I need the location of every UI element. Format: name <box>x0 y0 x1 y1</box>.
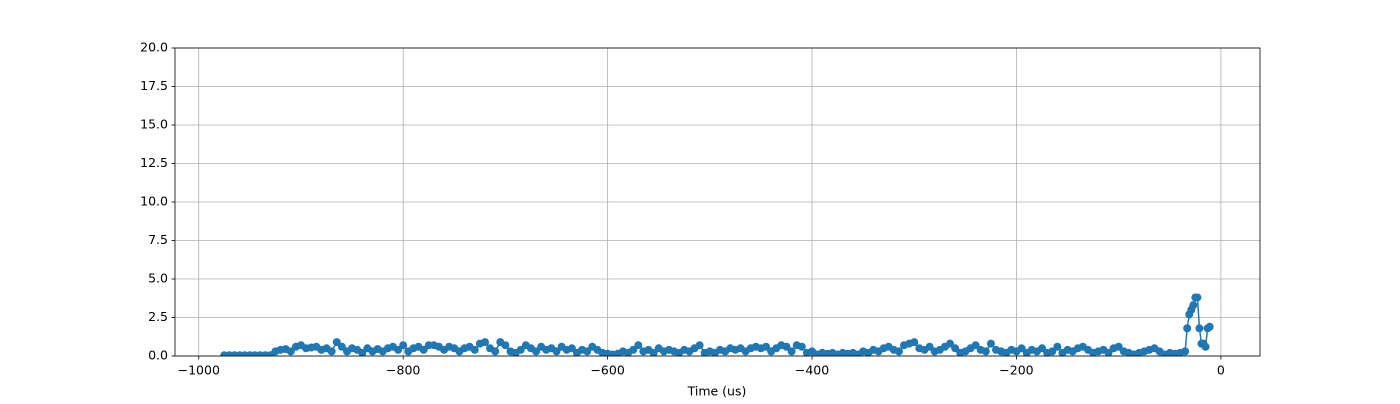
y-tick-label: 20.0 <box>140 40 168 55</box>
data-point <box>1114 342 1123 351</box>
data-point <box>567 344 576 353</box>
data-point <box>951 344 960 353</box>
data-point <box>894 347 903 356</box>
y-tick-label: 12.5 <box>140 155 168 170</box>
data-point <box>1048 347 1057 356</box>
data-point <box>480 338 489 347</box>
data-point <box>399 341 408 350</box>
data-point <box>491 347 500 356</box>
x-axis-label: Time (us) <box>687 384 747 399</box>
x-tick-label: −400 <box>795 363 829 378</box>
data-point <box>583 347 592 356</box>
data-point <box>971 341 980 350</box>
y-tick-label: 2.5 <box>148 309 168 324</box>
y-tick-label: 7.5 <box>148 232 168 247</box>
data-point <box>1193 293 1202 302</box>
data-point <box>986 339 995 348</box>
data-point <box>925 342 934 351</box>
data-point <box>552 347 561 356</box>
data-point <box>1205 322 1214 331</box>
y-tick-label: 5.0 <box>148 271 168 286</box>
data-point <box>337 342 346 351</box>
data-point <box>762 342 771 351</box>
data-point <box>501 341 510 350</box>
x-tick-label: −200 <box>999 363 1033 378</box>
y-tick-label: 15.0 <box>140 117 168 132</box>
data-point <box>1195 324 1204 333</box>
y-tick-label: 10.0 <box>140 194 168 209</box>
data-point <box>1183 324 1192 333</box>
plot-frame <box>174 47 1261 357</box>
data-point <box>419 345 428 354</box>
data-point <box>629 345 638 354</box>
y-tick-label: 0.0 <box>148 348 168 363</box>
x-tick-label: −1000 <box>178 363 220 378</box>
data-point <box>516 345 525 354</box>
y-tick-label: 17.5 <box>140 78 168 93</box>
data-point <box>332 338 341 347</box>
data-point <box>532 347 541 356</box>
data-point <box>1181 347 1190 356</box>
data-point <box>910 338 919 347</box>
data-point <box>286 347 295 356</box>
data-point <box>946 339 955 348</box>
data-point <box>1038 344 1047 353</box>
data-point <box>327 347 336 356</box>
data-point <box>394 345 403 354</box>
data-point <box>695 341 704 350</box>
data-point <box>470 345 479 354</box>
data-point <box>634 341 643 350</box>
x-tick-label: −800 <box>386 363 420 378</box>
data-point <box>981 347 990 356</box>
data-point <box>1053 342 1062 351</box>
x-tick-label: −600 <box>590 363 624 378</box>
data-point <box>787 347 796 356</box>
data-point <box>782 342 791 351</box>
x-tick-label: 0 <box>1217 363 1225 378</box>
data-point <box>1189 301 1198 310</box>
data-point <box>797 342 806 351</box>
data-point <box>1201 342 1210 351</box>
data-point <box>1017 344 1026 353</box>
